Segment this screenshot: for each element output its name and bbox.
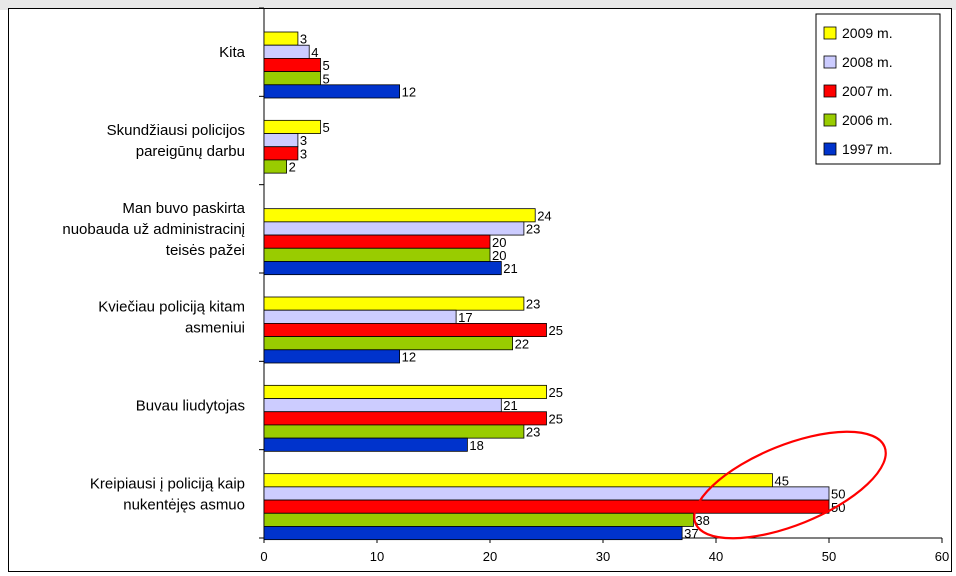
bar [263, 133, 299, 148]
category-label-line: Kviečiau policiją kitam [98, 299, 245, 316]
data-label: 21 [503, 398, 517, 413]
data-label: 3 [300, 146, 307, 161]
legend-swatch [823, 142, 837, 156]
bar [263, 221, 525, 236]
category-label-line: Buvau liudytojas [136, 398, 245, 415]
bar [263, 349, 401, 364]
legend-label: 2009 m. [842, 25, 893, 41]
x-tick-label: 30 [596, 549, 610, 564]
label-layer: Kita Skundžiausi policijos pareigūnų darbu… [62, 32, 845, 541]
bar [263, 44, 310, 59]
x-tick-label: 50 [822, 549, 836, 564]
data-label: 5 [323, 71, 330, 86]
bar-layer [263, 31, 830, 541]
data-label: 5 [323, 58, 330, 73]
category-label: Kita [219, 44, 246, 61]
x-tick-label: 40 [709, 549, 723, 564]
category-label: Skundžiausi policijos pareigūnų darbu [107, 122, 245, 160]
bar [263, 119, 321, 134]
data-label: 3 [300, 133, 307, 148]
bar [263, 84, 401, 99]
data-label: 24 [537, 208, 551, 223]
legend-label: 2008 m. [842, 54, 893, 70]
category-label-line: Man buvo paskirta [122, 200, 245, 217]
bar [263, 208, 536, 223]
data-label: 20 [492, 248, 506, 263]
bar [263, 499, 830, 514]
data-label: 50 [831, 487, 845, 502]
legend-label: 1997 m. [842, 141, 893, 157]
legend-swatch [823, 113, 837, 127]
bar [263, 411, 547, 426]
bar [263, 159, 288, 174]
bar [263, 437, 468, 452]
data-label: 5 [323, 120, 330, 135]
x-tick-label: 20 [483, 549, 497, 564]
category-label-line: pareigūnų darbu [136, 143, 245, 160]
bar [263, 526, 683, 541]
data-label: 37 [684, 526, 698, 541]
category-label-line: Kreipiausi į policiją kaip [90, 475, 245, 492]
category-label-line: nukentėjęs asmuo [123, 496, 245, 513]
bar [263, 71, 321, 86]
legend-swatch [823, 26, 837, 40]
bar [263, 234, 491, 249]
category-label-line: Kita [219, 44, 246, 61]
x-tick-label: 10 [370, 549, 384, 564]
bar [263, 247, 491, 262]
category-label: Man buvo paskirta nuobauda už administrac… [62, 200, 245, 259]
data-label: 12 [402, 85, 416, 100]
data-label: 23 [526, 222, 540, 237]
category-label: Buvau liudytojas [136, 398, 245, 415]
data-label: 38 [695, 513, 709, 528]
bar [263, 384, 547, 399]
bar [263, 146, 299, 161]
legend-swatch [823, 84, 837, 98]
top-strip [0, 0, 956, 10]
x-tick-label: 0 [260, 549, 267, 564]
legend: 2009 m. 2008 m. 2007 m. 2006 m. 1997 m. [815, 13, 941, 165]
category-label: Kreipiausi į policiją kaip nukentėjęs asm… [90, 475, 245, 513]
x-tick-label: 60 [935, 549, 949, 564]
legend-label: 2007 m. [842, 83, 893, 99]
annotation-layer [693, 430, 887, 540]
legend-label: 2006 m. [842, 112, 893, 128]
data-label: 18 [469, 438, 483, 453]
data-label: 25 [549, 411, 563, 426]
data-label: 23 [526, 297, 540, 312]
bar [263, 322, 547, 337]
bar [263, 261, 502, 276]
data-label: 12 [402, 350, 416, 365]
category-label-line: nuobauda už administracinį [62, 221, 245, 238]
bar [263, 473, 773, 488]
category-label: Kviečiau policiją kitam asmeniui [98, 299, 245, 337]
bar [263, 309, 457, 324]
legend-box [815, 13, 941, 165]
data-label: 45 [775, 473, 789, 488]
category-label-line: teisės pažei [166, 242, 245, 259]
data-label: 17 [458, 310, 472, 325]
bar [263, 424, 525, 439]
data-label: 4 [311, 45, 318, 60]
data-label: 20 [492, 235, 506, 250]
bar [263, 512, 694, 527]
highlight-ellipse [693, 430, 887, 540]
category-label-line: Skundžiausi policijos [107, 122, 245, 139]
data-label: 2 [289, 160, 296, 175]
category-label-line: asmeniui [185, 320, 245, 337]
data-label: 22 [515, 336, 529, 351]
data-label: 3 [300, 32, 307, 47]
bar [263, 398, 502, 413]
bar [263, 336, 514, 351]
data-label: 21 [503, 261, 517, 276]
bar [263, 31, 299, 46]
bar [263, 296, 525, 311]
data-label: 23 [526, 425, 540, 440]
legend-swatch [823, 55, 837, 69]
data-label: 25 [549, 323, 563, 338]
bar [263, 486, 830, 501]
bar [263, 58, 321, 73]
data-label: 25 [549, 385, 563, 400]
